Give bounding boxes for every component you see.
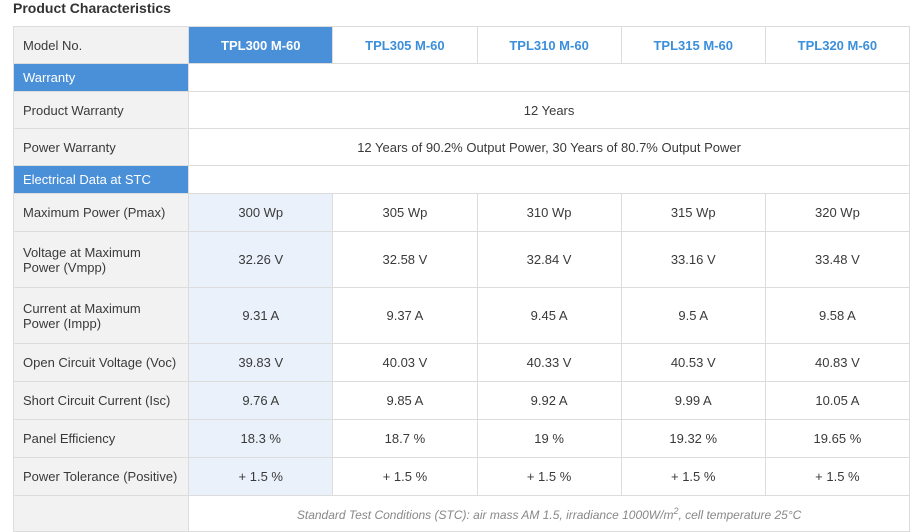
spec-value: 9.31 A [188, 287, 334, 344]
spec-value: + 1.5 % [764, 457, 911, 496]
electrical-section-spacer [188, 165, 910, 194]
spec-value: 9.37 A [332, 287, 478, 344]
power-warranty-row: Power Warranty 12 Years of 90.2% Output … [12, 128, 910, 166]
footnote-label-cell [12, 495, 190, 532]
spec-value: 39.83 V [188, 343, 334, 382]
table-row: Panel Efficiency 18.3 % 18.7 % 19 % 19.3… [12, 419, 911, 458]
spec-value: 32.84 V [476, 231, 622, 288]
table-row: Short Circuit Current (Isc) 9.76 A 9.85 … [12, 381, 911, 420]
stc-footnote: Standard Test Conditions (STC): air mass… [188, 495, 910, 532]
model-header-row: Model No. TPL300 M-60 TPL305 M-60 TPL310… [12, 26, 911, 64]
power-warranty-label: Power Warranty [12, 128, 190, 166]
spec-value: 305 Wp [332, 193, 478, 232]
product-warranty-value: 12 Years [188, 91, 910, 129]
row-label: Maximum Power (Pmax) [12, 193, 190, 232]
spec-value: 9.99 A [620, 381, 766, 420]
warranty-section-spacer [188, 63, 910, 92]
electrical-section-row: Electrical Data at STC [12, 165, 910, 194]
row-label: Current at Maximum Power (Impp) [12, 287, 190, 344]
spec-value: 19.32 % [620, 419, 766, 458]
table-row: Current at Maximum Power (Impp) 9.31 A 9… [12, 287, 911, 344]
spec-value: + 1.5 % [332, 457, 478, 496]
row-label: Power Tolerance (Positive) [12, 457, 190, 496]
product-characteristics-table: Model No. TPL300 M-60 TPL305 M-60 TPL310… [12, 26, 911, 532]
spec-value: 18.7 % [332, 419, 478, 458]
spec-value: 32.26 V [188, 231, 334, 288]
warranty-section-label: Warranty [12, 63, 190, 92]
spec-value: 300 Wp [188, 193, 334, 232]
footnote-superscript: 2 [673, 505, 679, 516]
spec-value: + 1.5 % [476, 457, 622, 496]
spec-value: 9.5 A [620, 287, 766, 344]
product-warranty-label: Product Warranty [12, 91, 190, 129]
spec-value: 315 Wp [620, 193, 766, 232]
model-tab-tpl315[interactable]: TPL315 M-60 [620, 26, 766, 64]
spec-value: 32.58 V [332, 231, 478, 288]
spec-value: 9.58 A [764, 287, 911, 344]
row-label: Panel Efficiency [12, 419, 190, 458]
spec-value: 10.05 A [764, 381, 911, 420]
product-warranty-row: Product Warranty 12 Years [12, 91, 910, 129]
model-tab-tpl320[interactable]: TPL320 M-60 [764, 26, 911, 64]
model-tab-tpl305[interactable]: TPL305 M-60 [332, 26, 478, 64]
warranty-section-row: Warranty [12, 63, 910, 92]
electrical-section-label: Electrical Data at STC [12, 165, 190, 194]
row-label: Voltage at Maximum Power (Vmpp) [12, 231, 190, 288]
spec-value: 310 Wp [476, 193, 622, 232]
model-no-label: Model No. [12, 26, 190, 64]
footnote-text: Standard Test Conditions (STC): air mass… [296, 507, 674, 522]
spec-value: 19.65 % [764, 419, 911, 458]
spec-value: 40.33 V [476, 343, 622, 382]
page-title: Product Characteristics [13, 0, 171, 16]
spec-value: 33.48 V [764, 231, 911, 288]
spec-value: 9.76 A [188, 381, 334, 420]
row-label: Short Circuit Current (Isc) [12, 381, 190, 420]
spec-value: 19 % [476, 419, 622, 458]
power-warranty-value: 12 Years of 90.2% Output Power, 30 Years… [188, 128, 910, 166]
spec-value: + 1.5 % [188, 457, 334, 496]
table-row: Maximum Power (Pmax) 300 Wp 305 Wp 310 W… [12, 193, 911, 232]
spec-value: 40.03 V [332, 343, 478, 382]
row-label: Open Circuit Voltage (Voc) [12, 343, 190, 382]
model-tab-tpl310[interactable]: TPL310 M-60 [476, 26, 622, 64]
spec-value: + 1.5 % [620, 457, 766, 496]
footnote-text-end: , cell temperature 25°C [678, 507, 802, 522]
spec-value: 320 Wp [764, 193, 911, 232]
table-row: Open Circuit Voltage (Voc) 39.83 V 40.03… [12, 343, 911, 382]
spec-value: 33.16 V [620, 231, 766, 288]
spec-value: 9.85 A [332, 381, 478, 420]
spec-value: 40.83 V [764, 343, 911, 382]
spec-value: 18.3 % [188, 419, 334, 458]
spec-value: 9.45 A [476, 287, 622, 344]
table-row: Voltage at Maximum Power (Vmpp) 32.26 V … [12, 231, 911, 288]
footnote-row: Standard Test Conditions (STC): air mass… [12, 495, 910, 532]
table-row: Power Tolerance (Positive) + 1.5 % + 1.5… [12, 457, 911, 496]
model-tab-tpl300[interactable]: TPL300 M-60 [188, 26, 334, 64]
spec-value: 9.92 A [476, 381, 622, 420]
spec-value: 40.53 V [620, 343, 766, 382]
